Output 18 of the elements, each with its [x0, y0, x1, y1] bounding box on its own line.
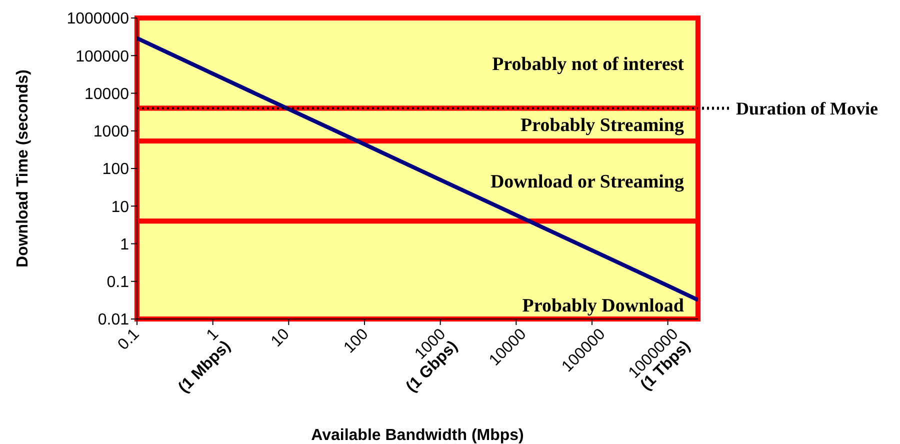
- band-label: Probably not of interest: [492, 54, 685, 75]
- x-axis-title: Available Bandwidth (Mbps): [311, 427, 524, 444]
- ref-line-label: Duration of Movie: [736, 98, 878, 119]
- y-axis-title: Download Time (seconds): [14, 70, 32, 268]
- y-tick-label: 1: [120, 236, 130, 254]
- x-tick-label: 10: [268, 326, 293, 350]
- y-tick-label: 10: [111, 198, 130, 216]
- y-tick-label: 100000: [76, 48, 130, 66]
- y-tick-label: 0.1: [106, 274, 130, 292]
- x-tick-label: 100: [340, 326, 372, 357]
- band-label: Probably Streaming: [520, 115, 684, 136]
- y-tick-label: 1000000: [66, 10, 130, 28]
- band-label: Download or Streaming: [490, 172, 684, 193]
- band-label: Probably Download: [522, 296, 684, 317]
- y-tick-label: 10000: [84, 86, 130, 103]
- y-tick-label: 0.01: [98, 312, 130, 329]
- y-tick-label: 1000: [93, 124, 130, 141]
- y-tick-label: 100: [102, 161, 130, 178]
